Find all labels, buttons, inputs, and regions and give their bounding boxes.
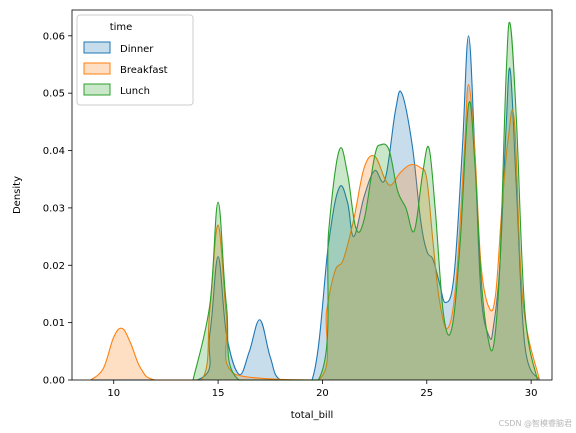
legend-label-breakfast: Breakfast xyxy=(120,65,168,76)
legend-swatch-dinner xyxy=(83,41,111,54)
legend-label-lunch: Lunch xyxy=(120,86,150,97)
legend: time Dinner Breakfast Lunch xyxy=(76,14,194,106)
y-tick-label: 0.02 xyxy=(43,261,65,272)
x-tick-label: 25 xyxy=(420,388,433,399)
y-tick-label: 0.01 xyxy=(43,318,65,329)
series-line-lunch xyxy=(192,21,538,381)
legend-swatch-lunch xyxy=(83,83,111,96)
y-tick-label: 0.05 xyxy=(43,89,65,100)
y-tick-label: 0.03 xyxy=(43,203,65,214)
legend-swatch-breakfast xyxy=(83,62,111,75)
y-tick-label: 0.00 xyxy=(43,376,65,387)
legend-entries: Dinner Breakfast Lunch xyxy=(83,41,168,97)
series-area-dinner xyxy=(90,35,540,381)
x-tick-label: 10 xyxy=(107,388,120,399)
legend-label-dinner: Dinner xyxy=(120,44,154,55)
legend-title: time xyxy=(110,22,133,33)
x-tick-label: 20 xyxy=(316,388,329,399)
series-line-dinner xyxy=(90,35,540,381)
y-axis-ticks: 0.00 0.01 0.02 0.03 0.04 0.05 0.06 xyxy=(43,31,72,387)
y-tick-label: 0.04 xyxy=(43,146,65,157)
series-layer xyxy=(90,21,541,381)
x-axis-ticks: 10 15 20 25 30 xyxy=(107,380,537,399)
series-area-breakfast xyxy=(90,84,540,380)
plot-frame xyxy=(71,9,553,381)
x-axis-label: total_bill xyxy=(291,410,334,421)
watermark: CSDN @智模睿脑君 xyxy=(499,418,572,428)
x-tick-label: 15 xyxy=(212,388,225,399)
y-tick-label: 0.06 xyxy=(43,31,65,42)
y-axis-label: Density xyxy=(12,176,23,214)
legend-box xyxy=(76,14,194,106)
x-tick-label: 30 xyxy=(525,388,538,399)
